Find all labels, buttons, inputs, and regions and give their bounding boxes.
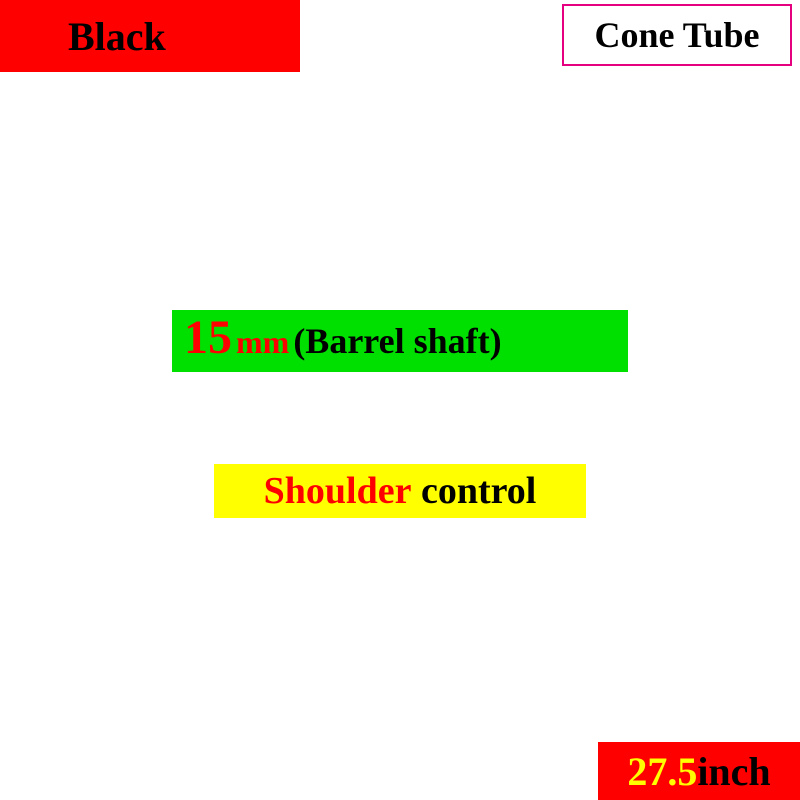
length-badge: 27.5 inch bbox=[598, 742, 800, 800]
color-badge-text: Black bbox=[68, 13, 166, 60]
length-unit: inch bbox=[697, 748, 770, 795]
barrel-size-note: (Barrel shaft) bbox=[293, 320, 501, 362]
tube-type-text: Cone Tube bbox=[594, 14, 759, 56]
control-type-word1: Shoulder bbox=[264, 469, 412, 513]
tube-type-badge: Cone Tube bbox=[562, 4, 792, 66]
barrel-size-unit: mm bbox=[236, 324, 289, 361]
control-type-badge: Shoulder control bbox=[214, 464, 586, 518]
color-badge: Black bbox=[0, 0, 300, 72]
length-value: 27.5 bbox=[627, 748, 697, 795]
control-type-space bbox=[411, 469, 421, 513]
control-type-word2: control bbox=[421, 469, 536, 513]
barrel-size-badge: 15 mm (Barrel shaft) bbox=[172, 310, 628, 372]
barrel-size-value: 15 bbox=[184, 310, 232, 365]
